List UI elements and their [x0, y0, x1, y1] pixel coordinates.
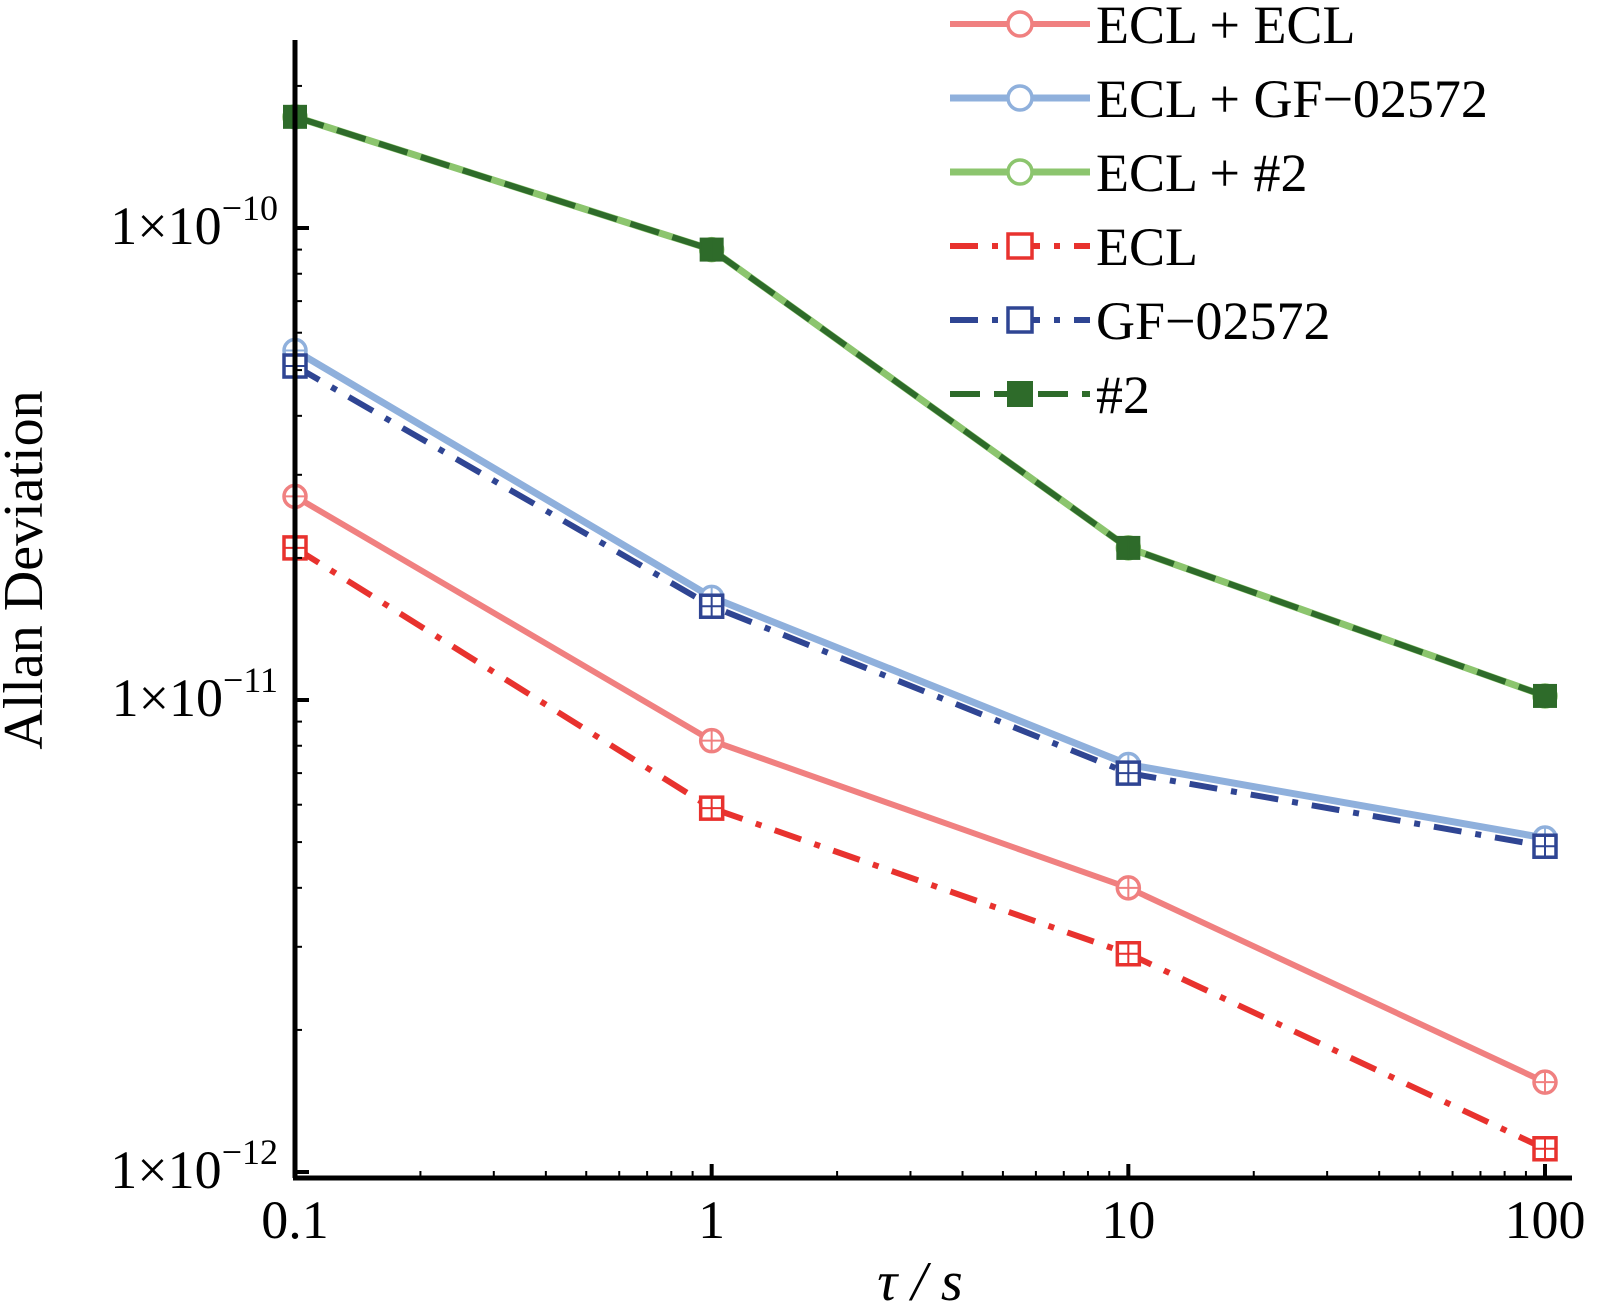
- y-tick-exponent: −12: [222, 1132, 278, 1172]
- series-6: [283, 104, 1557, 708]
- x-tick-label: 10: [1101, 1190, 1155, 1250]
- series-line: [293, 493, 1547, 1085]
- y-tick-exponent: −11: [223, 660, 278, 700]
- series-5: [282, 353, 1558, 859]
- legend-swatch-marker: [1007, 381, 1033, 407]
- legend-label: #2: [1096, 365, 1150, 425]
- legend-label: ECL + GF−02572: [1096, 69, 1488, 129]
- series-line: [293, 347, 1546, 842]
- legend-swatch-marker: [1006, 10, 1034, 38]
- legend-swatch-marker: [1006, 84, 1034, 112]
- x-tick-label: 100: [1505, 1190, 1586, 1250]
- legend: ECL + ECL ECL + GF−02572 ECL + #2 ECL GF−025…: [950, 0, 1488, 425]
- legend-swatch-marker: [1006, 232, 1034, 260]
- y-tick-label: 1×10−10: [110, 188, 278, 256]
- series-line: [293, 363, 1546, 850]
- y-axis-label: Allan Deviation: [0, 390, 55, 749]
- series-3: [282, 104, 1558, 709]
- series-line: [294, 113, 1547, 699]
- y-tick-mantissa: 1×10: [110, 1140, 221, 1200]
- legend-item: ECL + ECL: [950, 0, 1355, 55]
- legend-item: #2: [950, 365, 1150, 425]
- series-1: [282, 483, 1558, 1095]
- legend-item: ECL + GF−02572: [950, 69, 1488, 129]
- legend-label: ECL: [1096, 217, 1198, 277]
- legend-swatch-marker: [1006, 306, 1034, 334]
- series-layer: [282, 104, 1558, 1162]
- x-tick-label: 1: [698, 1190, 725, 1250]
- legend-item: ECL: [950, 217, 1198, 277]
- y-tick-mantissa: 1×10: [112, 668, 223, 728]
- series-line: [293, 545, 1547, 1152]
- series-2: [282, 337, 1558, 851]
- legend-label: ECL + ECL: [1096, 0, 1355, 55]
- y-tick-label: 1×10−11: [112, 660, 278, 728]
- y-tick-exponent: −10: [222, 188, 278, 228]
- legend-label: ECL + #2: [1096, 143, 1307, 203]
- legend-item: GF−02572: [950, 291, 1330, 351]
- y-tick-label: 1×10−12: [110, 1132, 278, 1200]
- x-tick-label: 0.1: [261, 1190, 329, 1250]
- legend-item: ECL + #2: [950, 143, 1307, 203]
- x-axis-label: τ / s: [877, 1251, 962, 1311]
- legend-swatch-marker: [1006, 158, 1034, 186]
- y-tick-mantissa: 1×10: [110, 196, 221, 256]
- legend-label: GF−02572: [1096, 291, 1330, 351]
